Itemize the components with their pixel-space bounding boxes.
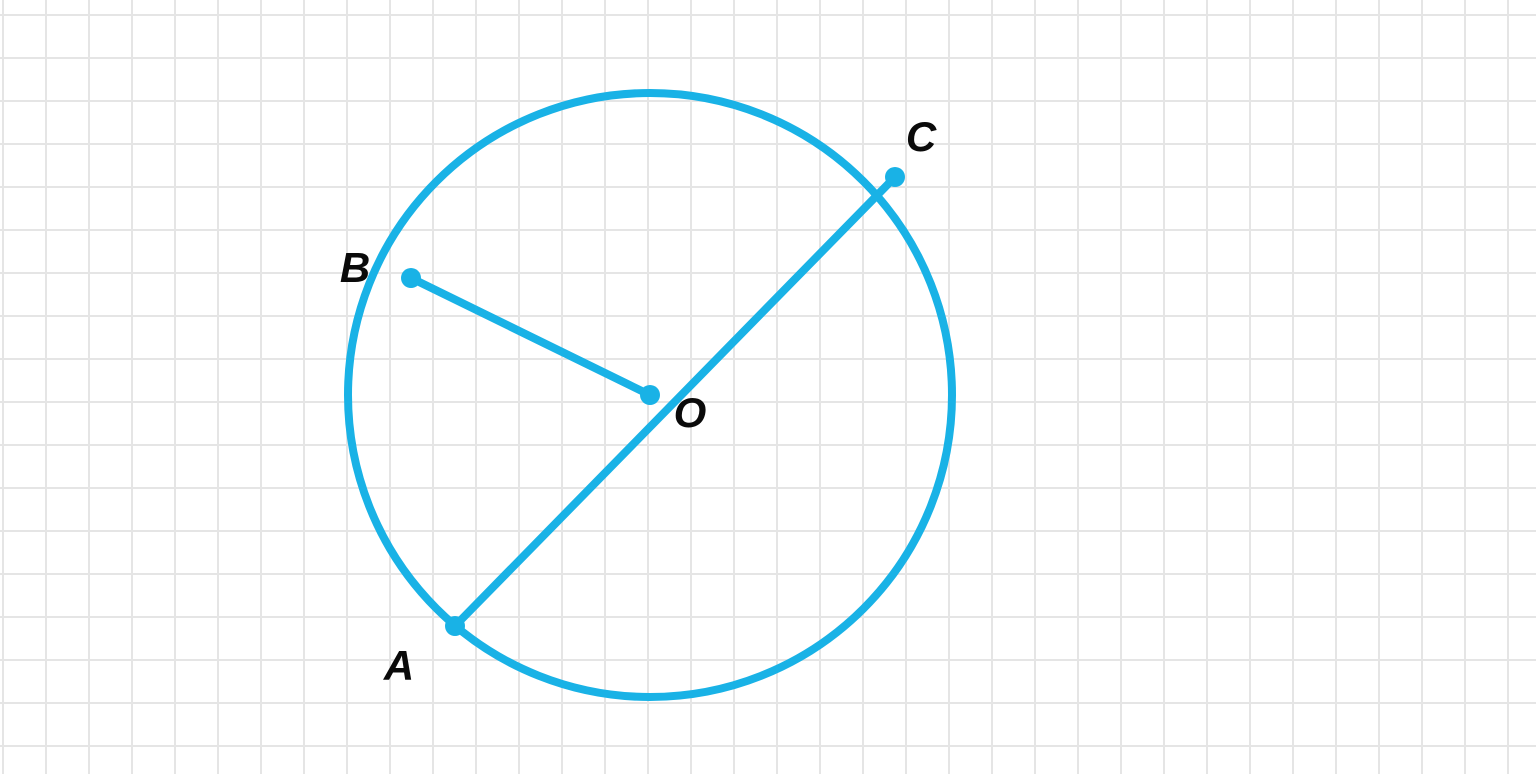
segment-ob: [411, 278, 650, 395]
point-c: [885, 167, 905, 187]
point-b: [401, 268, 421, 288]
point-a: [445, 616, 465, 636]
label-a: A: [384, 642, 414, 690]
diagram-svg: [0, 0, 1536, 774]
label-o: O: [674, 389, 707, 437]
label-b: B: [340, 244, 370, 292]
diagram-stage: O A B C: [0, 0, 1536, 774]
point-o: [640, 385, 660, 405]
label-c: C: [906, 113, 936, 161]
